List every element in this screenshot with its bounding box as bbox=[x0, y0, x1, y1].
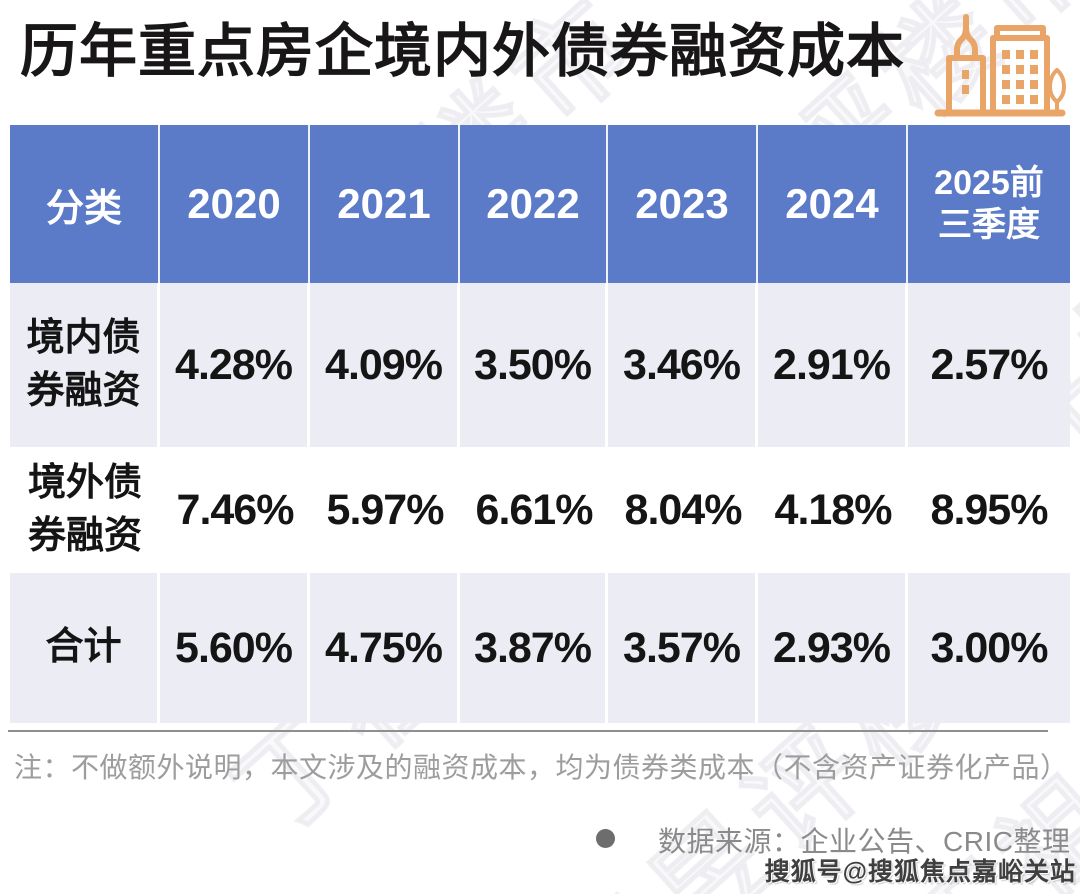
publisher-watermark: 搜狐号@搜狐焦点嘉峪关站 bbox=[764, 858, 1076, 886]
table-cell: 8.95% bbox=[930, 485, 1049, 534]
table-cell: 5.97% bbox=[326, 485, 445, 534]
header-cell-2025q3: 2025前 三季度 bbox=[934, 163, 1044, 245]
table-header-row: 分类 2020 2021 2022 2023 2024 2025前 三季度 bbox=[10, 125, 1070, 283]
source-bullet-icon bbox=[596, 829, 615, 848]
buildings-icon bbox=[934, 14, 1066, 117]
header-cell-2023: 2023 bbox=[608, 125, 758, 283]
header-cell-2024: 2024 bbox=[758, 125, 908, 283]
table-cell: 7.46% bbox=[176, 485, 295, 534]
table-cell: 2.91% bbox=[758, 283, 908, 447]
table-row-domestic-bonds: 境内债 券融资 4.28% 4.09% 3.50% 3.46% 2.91% 2.… bbox=[10, 283, 1070, 447]
table-cell: 3.50% bbox=[460, 283, 608, 447]
table-cell: 4.09% bbox=[310, 283, 460, 447]
table-row-overseas-bonds: 境外债 券融资 7.46% 5.97% 6.61% 8.04% 4.18% 8.… bbox=[10, 447, 1070, 573]
row-label: 合计 bbox=[10, 573, 160, 723]
data-source: 数据来源：企业公告、CRIC整理 bbox=[658, 826, 1071, 857]
header-cell-2021: 2021 bbox=[310, 125, 460, 283]
table-cell: 5.60% bbox=[160, 573, 310, 723]
table-cell: 6.61% bbox=[475, 485, 594, 534]
table-cell: 2.57% bbox=[930, 340, 1049, 389]
table-cell: 8.04% bbox=[624, 485, 743, 534]
header-cell-2020: 2020 bbox=[160, 125, 310, 283]
table-cell: 4.18% bbox=[774, 485, 893, 534]
table-cell: 2.93% bbox=[758, 573, 908, 723]
page-title: 历年重点房企境内外债券融资成本 bbox=[20, 19, 906, 84]
table-cell: 4.28% bbox=[160, 283, 310, 447]
table-cell: 3.87% bbox=[460, 573, 608, 723]
divider-line bbox=[8, 730, 1048, 732]
table-cell: 4.75% bbox=[310, 573, 460, 723]
header-cell-2022: 2022 bbox=[460, 125, 608, 283]
header-cell-category: 分类 bbox=[10, 125, 160, 283]
table-cell: 3.57% bbox=[608, 573, 758, 723]
footnote: 注：不做额外说明，本文涉及的融资成本，均为债券类成本（不含资产证券化产品） bbox=[14, 752, 1069, 783]
table-cell: 3.00% bbox=[930, 623, 1049, 672]
table-cell: 3.46% bbox=[608, 283, 758, 447]
row-label: 境外债 券融资 bbox=[27, 461, 142, 557]
financing-cost-table: 分类 2020 2021 2022 2023 2024 2025前 三季度 境内… bbox=[10, 125, 1070, 723]
row-label: 境内债 券融资 bbox=[10, 283, 160, 447]
table-row-total: 合计 5.60% 4.75% 3.87% 3.57% 2.93% 3.00% bbox=[10, 573, 1070, 723]
